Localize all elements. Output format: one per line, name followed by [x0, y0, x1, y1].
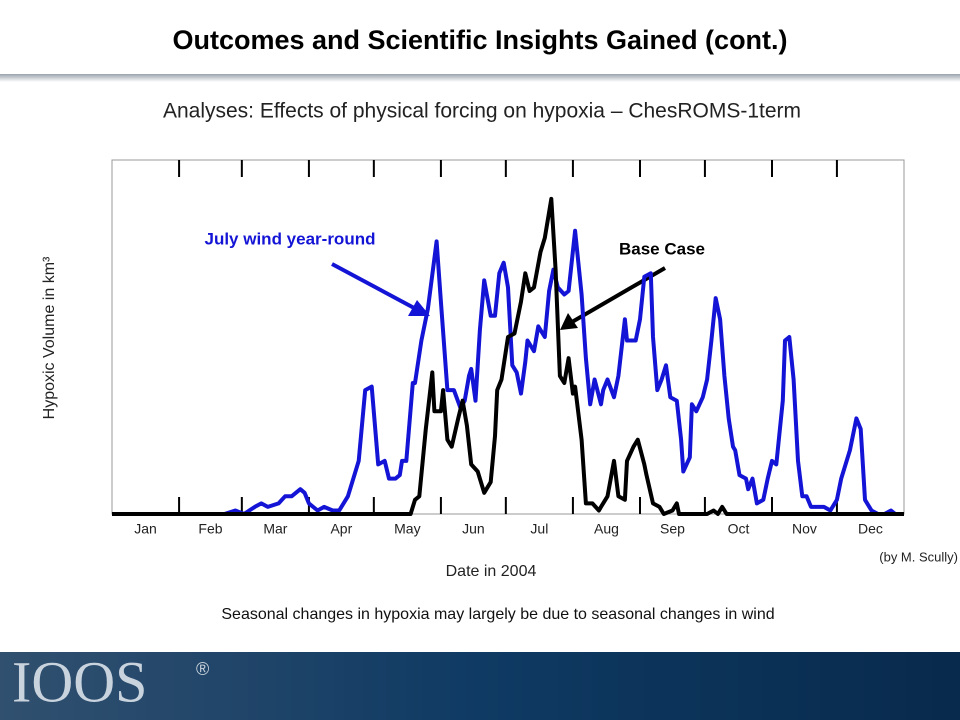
series-label: Base Case — [619, 239, 705, 258]
y-axis-label: Hypoxic Volume in km³ — [41, 256, 58, 419]
x-tick-label: Apr — [330, 521, 352, 537]
x-tick-label: Sep — [660, 521, 685, 537]
x-tick-label: Mar — [263, 521, 287, 537]
x-tick-label: Jun — [462, 521, 485, 537]
x-tick-label: Feb — [198, 521, 222, 537]
caption: Seasonal changes in hypoxia may largely … — [221, 606, 774, 623]
series-0-arrow — [331, 262, 430, 316]
footer-bar — [0, 652, 960, 720]
credit: (by M. Scully) — [879, 549, 958, 564]
chart-title: Analyses: Effects of physical forcing on… — [163, 100, 801, 123]
plot-frame — [111, 159, 905, 515]
title-rule — [0, 74, 960, 82]
x-tick-label: Oct — [728, 521, 750, 537]
x-axis-label: Date in 2004 — [446, 563, 537, 580]
x-tick-label: Jul — [530, 521, 548, 537]
x-tick-label: May — [394, 521, 420, 537]
slide-title: Outcomes and Scientific Insights Gained … — [172, 25, 787, 55]
x-tick-label: Jan — [134, 521, 157, 537]
series-label: July wind year-round — [205, 229, 376, 248]
series-line — [112, 196, 904, 516]
series-line — [112, 228, 904, 516]
x-tick-label: Aug — [594, 521, 619, 537]
footer-logo-mark: ® — [196, 659, 209, 679]
x-tick-label: Dec — [858, 521, 883, 537]
x-tick-label: Nov — [792, 521, 817, 537]
footer-logo: IOOS — [12, 649, 147, 714]
